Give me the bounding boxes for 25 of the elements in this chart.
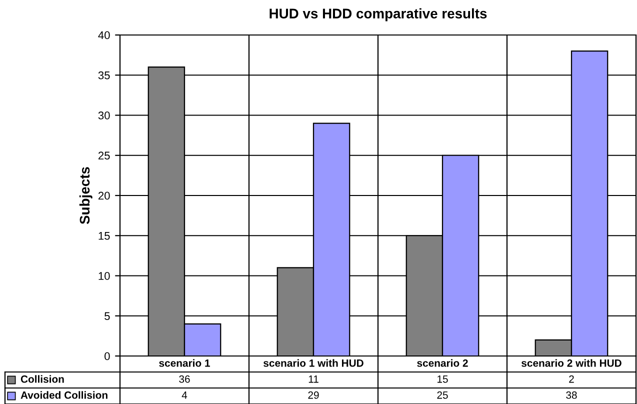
data-label: 36	[179, 375, 190, 383]
x-tick-label: scenario 1	[159, 359, 210, 367]
data-label: 15	[438, 376, 448, 383]
data-label: 38	[566, 391, 577, 399]
legend-label: Avoided Collision	[20, 391, 108, 399]
y-tick-label: 40	[98, 31, 110, 40]
y-axis-title: Subjects	[79, 167, 92, 224]
data-label: 25	[437, 391, 448, 399]
data-label: 4	[182, 392, 188, 399]
y-tick-label: 25	[98, 152, 110, 160]
legend-label: Collision	[20, 375, 64, 383]
y-tick-label: 35	[98, 71, 110, 80]
y-tick-label: 5	[104, 312, 110, 320]
data-label: 29	[308, 391, 319, 399]
x-tick-label: scenario 2	[417, 359, 468, 367]
y-tick-label: 10	[98, 272, 110, 280]
y-tick-label: 0	[104, 352, 110, 360]
data-label: 11	[308, 376, 318, 383]
y-tick-label: 20	[98, 192, 110, 200]
chart-title: HUD vs HDD comparative results	[270, 8, 487, 22]
y-tick-label: 30	[98, 112, 110, 120]
x-tick-label: scenario 1 with HUD	[264, 359, 364, 367]
data-label: 2	[569, 375, 574, 383]
y-tick-label: 15	[98, 232, 110, 240]
x-tick-label: scenario 2 with HUD	[522, 359, 622, 367]
